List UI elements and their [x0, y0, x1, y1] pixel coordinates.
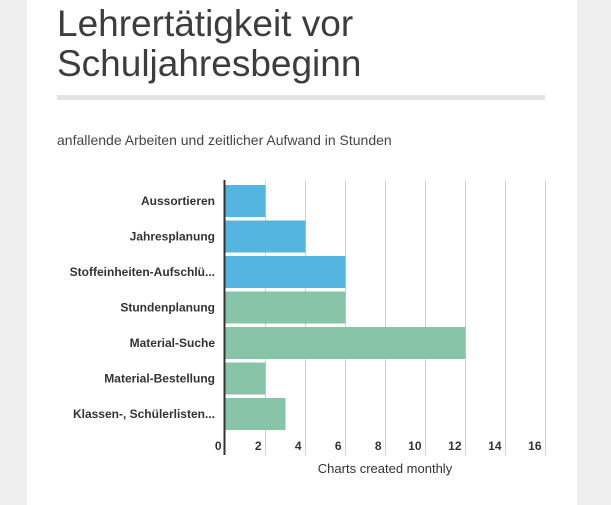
- bar: [225, 291, 346, 324]
- x-tick-label: 16: [528, 439, 542, 453]
- x-tick-label: 6: [335, 439, 342, 453]
- bar: [225, 185, 266, 217]
- page-title: Lehrertätigkeit vor Schuljahresbeginn: [57, 4, 361, 84]
- y-category-label: Jahresplanung: [130, 230, 215, 244]
- y-category-label: Klassen-, Schülerlisten...: [73, 407, 215, 421]
- y-category-label: Stoffeinheiten-Aufschlü...: [70, 265, 215, 279]
- bar: [225, 256, 346, 288]
- x-tick-label: 14: [488, 439, 502, 453]
- bar: [225, 362, 266, 395]
- x-tick-label: 2: [255, 439, 262, 453]
- bar: [225, 398, 286, 430]
- chart-subtitle: anfallende Arbeiten und zeitlicher Aufwa…: [57, 132, 392, 148]
- x-axis-label: Charts created monthly: [318, 461, 453, 476]
- bar: [225, 220, 306, 253]
- x-tick-label: 10: [408, 439, 422, 453]
- title-divider: [57, 95, 545, 100]
- y-category-label: Stundenplanung: [120, 301, 215, 315]
- chart-card: Lehrertätigkeit vor Schuljahresbeginn anf…: [27, 0, 577, 505]
- bar: [225, 327, 466, 359]
- x-tick-label: 12: [448, 439, 462, 453]
- y-category-label: Material-Suche: [130, 336, 216, 350]
- x-tick-label: 4: [295, 439, 302, 453]
- x-tick-label: 0: [215, 439, 222, 453]
- y-category-label: Aussortieren: [141, 194, 215, 208]
- title-line-1: Lehrertätigkeit vor: [57, 3, 354, 44]
- y-category-label: Material-Bestellung: [104, 372, 215, 386]
- title-line-2: Schuljahresbeginn: [57, 43, 362, 84]
- x-tick-label: 8: [375, 439, 382, 453]
